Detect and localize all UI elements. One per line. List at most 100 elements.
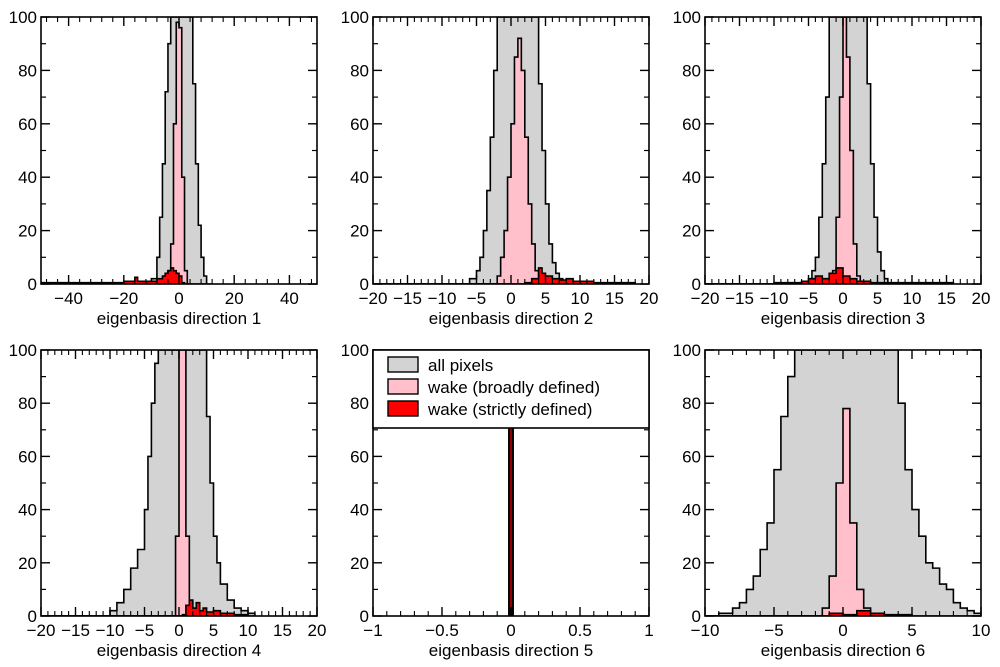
x-axis-label: eigenbasis direction 5	[429, 641, 593, 660]
x-tick-label: −5	[467, 289, 486, 308]
y-tick-label: 100	[673, 341, 701, 360]
legend-label: wake (strictly defined)	[427, 400, 592, 419]
x-tick-label: 20	[225, 289, 244, 308]
y-tick-label: 80	[682, 61, 701, 80]
y-tick-label: 20	[682, 222, 701, 241]
x-tick-label: −20	[27, 621, 56, 640]
x-tick-label: −0.5	[425, 621, 459, 640]
x-tick-label: 20	[640, 289, 659, 308]
y-tick-label: 20	[18, 222, 37, 241]
y-tick-label: 0	[692, 607, 701, 626]
y-tick-label: 40	[682, 168, 701, 187]
x-tick-label: −5	[799, 289, 818, 308]
y-tick-label: 20	[350, 222, 369, 241]
x-axis-label: eigenbasis direction 1	[97, 309, 261, 328]
y-tick-label: 60	[18, 447, 37, 466]
series-3-histogram	[373, 267, 636, 284]
x-tick-label: 15	[605, 289, 624, 308]
series-1-histogram	[373, 17, 567, 284]
x-tick-label: 0.5	[568, 621, 592, 640]
x-tick-label: −20	[109, 289, 138, 308]
series-2-histogram	[705, 17, 862, 284]
y-tick-label: 20	[682, 554, 701, 573]
x-tick-label: −10	[428, 289, 457, 308]
y-tick-label: 100	[673, 8, 701, 27]
series-2-histogram	[705, 407, 872, 616]
x-tick-label: −10	[691, 621, 720, 640]
legend-box	[372, 349, 650, 429]
x-tick-label: −15	[393, 289, 422, 308]
x-tick-label: 10	[903, 289, 922, 308]
chart-panel-4: 0 20 40 60 80 100 −20 −15 −10 −5 0 5 10 15 20 eigenbasi…	[9, 341, 327, 660]
y-tick-label: 20	[350, 554, 369, 573]
x-tick-label: 5	[907, 621, 916, 640]
x-axis-label: eigenbasis direction 6	[761, 641, 925, 660]
series-1-histogram	[41, 17, 213, 284]
x-tick-label: −1	[363, 621, 382, 640]
series-2-histogram	[373, 37, 540, 284]
y-tick-label: 0	[360, 607, 369, 626]
legend-label: wake (broadly defined)	[427, 378, 600, 397]
x-tick-label: 0	[506, 289, 515, 308]
y-tick-label: 0	[28, 275, 37, 294]
y-tick-label: 100	[341, 341, 369, 360]
y-tick-label: 60	[682, 115, 701, 134]
x-tick-label: 10	[972, 621, 991, 640]
y-tick-label: 80	[350, 394, 369, 413]
y-tick-label: 20	[18, 554, 37, 573]
y-tick-label: 40	[682, 501, 701, 520]
y-tick-label: 80	[350, 61, 369, 80]
chart-panel-2: 0 20 40 60 80 100 −20 −15 −10 −5 0 5 10 15 20 eigenbasi…	[341, 8, 659, 328]
x-tick-label: −15	[725, 289, 754, 308]
legend-swatch	[387, 400, 419, 417]
y-tick-label: 40	[18, 168, 37, 187]
x-tick-label: 1	[644, 621, 653, 640]
legend-swatch	[387, 356, 419, 373]
chart-panel-1: 0 20 40 60 80 100 −40 −20 0 20 40 eigenbasis direct…	[9, 8, 318, 328]
x-tick-label: 0	[506, 621, 515, 640]
legend-swatch	[387, 378, 419, 395]
x-axis-label: eigenbasis direction 2	[429, 309, 593, 328]
series-3-histogram	[508, 426, 514, 616]
y-tick-label: 60	[350, 115, 369, 134]
y-tick-label: 60	[350, 447, 369, 466]
chart-panel-3: 0 20 40 60 80 100 −20 −15 −10 −5 0 5 10 15 20 eigenbasi…	[673, 8, 991, 328]
x-tick-label: −10	[96, 621, 125, 640]
x-tick-label: −5	[135, 621, 154, 640]
x-tick-label: −20	[691, 289, 720, 308]
chart-panel-6: 0 20 40 60 80 100 −10 −5 0 5 10 eigenbasis directio…	[673, 341, 991, 660]
y-tick-label: 0	[692, 275, 701, 294]
y-tick-label: 100	[9, 341, 37, 360]
x-tick-label: 10	[239, 621, 258, 640]
series-1-histogram	[41, 350, 256, 616]
series-1-histogram	[705, 17, 889, 284]
x-axis-label: eigenbasis direction 4	[97, 641, 261, 660]
y-tick-label: 60	[18, 115, 37, 134]
x-axis-label: eigenbasis direction 3	[761, 309, 925, 328]
y-tick-label: 0	[360, 275, 369, 294]
y-tick-label: 80	[682, 394, 701, 413]
x-tick-label: 0	[174, 621, 183, 640]
x-tick-label: 0	[838, 621, 847, 640]
y-tick-label: 100	[9, 8, 37, 27]
y-tick-label: 100	[341, 8, 369, 27]
x-tick-label: 20	[308, 621, 327, 640]
x-tick-label: −5	[764, 621, 783, 640]
y-tick-label: 80	[18, 61, 37, 80]
x-tick-label: 20	[972, 289, 991, 308]
x-tick-label: −40	[54, 289, 83, 308]
y-tick-label: 40	[350, 168, 369, 187]
y-tick-label: 60	[682, 447, 701, 466]
x-tick-label: 15	[273, 621, 292, 640]
x-tick-label: 5	[209, 621, 218, 640]
y-tick-label: 40	[18, 501, 37, 520]
x-tick-label: 40	[280, 289, 299, 308]
x-tick-label: 15	[937, 289, 956, 308]
x-tick-label: −20	[359, 289, 388, 308]
x-tick-label: 5	[873, 289, 882, 308]
x-tick-label: −15	[61, 621, 90, 640]
x-tick-label: 5	[541, 289, 550, 308]
legend: all pixels wake (broadly defined) wake (st…	[372, 349, 650, 429]
x-tick-label: 0	[838, 289, 847, 308]
